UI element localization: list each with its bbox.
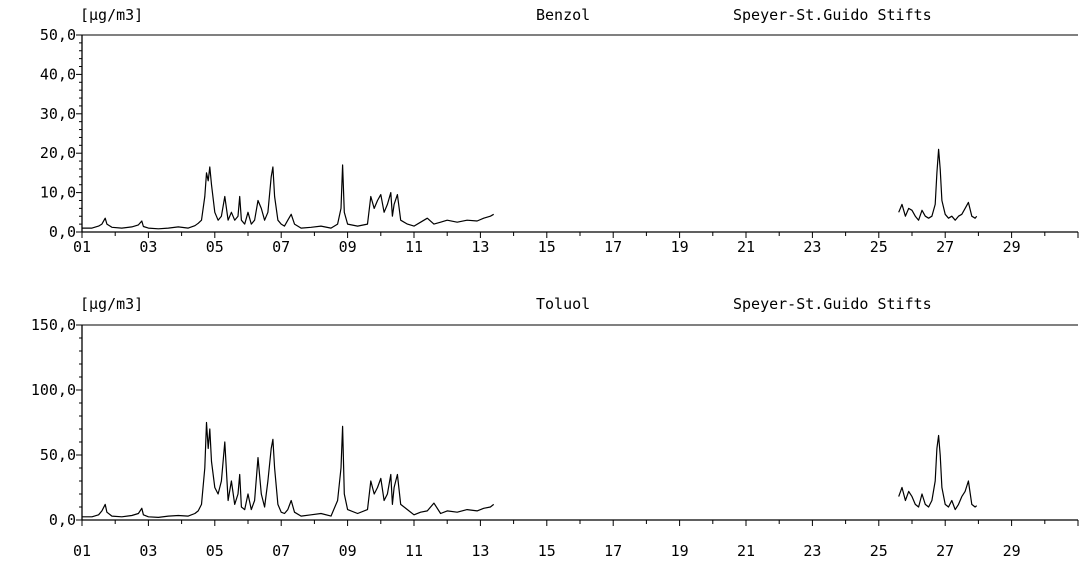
unit-label: [µg/m3]	[80, 6, 143, 24]
x-tick-label: 19	[671, 238, 689, 256]
series-line-segment-2	[898, 148, 978, 221]
station-label: Speyer-St.Guido Stifts	[733, 6, 932, 24]
x-tick-label: 03	[139, 542, 157, 560]
x-tick-label: 27	[936, 238, 954, 256]
x-tick-label: 21	[737, 238, 755, 256]
y-tick-label: 50,0	[40, 446, 76, 464]
x-tick-label: 13	[471, 542, 489, 560]
x-tick-label: 05	[206, 542, 224, 560]
x-tick-label: 23	[803, 238, 821, 256]
x-tick-label: 17	[604, 238, 622, 256]
x-tick-label: 01	[73, 238, 91, 256]
x-tick-label: 01	[73, 542, 91, 560]
series-line-segment-1	[82, 421, 495, 519]
y-tick-label: 10,0	[40, 184, 76, 202]
x-tick-label: 07	[272, 542, 290, 560]
y-tick-label: 40,0	[40, 65, 76, 83]
chart-title: Benzol	[536, 6, 590, 24]
x-tick-label: 17	[604, 542, 622, 560]
y-tick-label: 20,0	[40, 144, 76, 162]
x-tick-label: 25	[870, 542, 888, 560]
x-tick-label: 29	[1003, 238, 1021, 256]
y-tick-label: 100,0	[31, 381, 76, 399]
chart-panel-toluol: [µg/m3] Toluol Speyer-St.Guido Stifts 0,0 50…	[31, 295, 1079, 560]
y-tick-label: 0,0	[49, 223, 76, 241]
station-label: Speyer-St.Guido Stifts	[733, 295, 932, 313]
x-tick-label: 11	[405, 238, 423, 256]
x-tick-label: 21	[737, 542, 755, 560]
series-line-segment-2	[898, 434, 978, 511]
y-tick-label: 50,0	[40, 26, 76, 44]
y-tick-label: 150,0	[31, 316, 76, 334]
x-tick-label: 15	[538, 238, 556, 256]
x-tick-label: 13	[471, 238, 489, 256]
chart-title: Toluol	[536, 295, 590, 313]
x-tick-label: 19	[671, 542, 689, 560]
x-tick-label: 03	[139, 238, 157, 256]
x-tick-label: 15	[538, 542, 556, 560]
x-tick-label: 23	[803, 542, 821, 560]
x-tick-label: 09	[339, 238, 357, 256]
x-tick-label: 09	[339, 542, 357, 560]
x-tick-label: 07	[272, 238, 290, 256]
x-tick-label: 29	[1003, 542, 1021, 560]
y-tick-label: 30,0	[40, 105, 76, 123]
unit-label: [µg/m3]	[80, 295, 143, 313]
series-line-segment-1	[82, 164, 494, 230]
x-tick-label: 27	[936, 542, 954, 560]
x-tick-label: 11	[405, 542, 423, 560]
x-tick-label: 25	[870, 238, 888, 256]
x-tick-label: 05	[206, 238, 224, 256]
y-tick-label: 0,0	[49, 511, 76, 529]
chart-panel-benzol: [µg/m3] Benzol Speyer-St.Guido Stifts 0,0 10…	[40, 6, 1079, 256]
